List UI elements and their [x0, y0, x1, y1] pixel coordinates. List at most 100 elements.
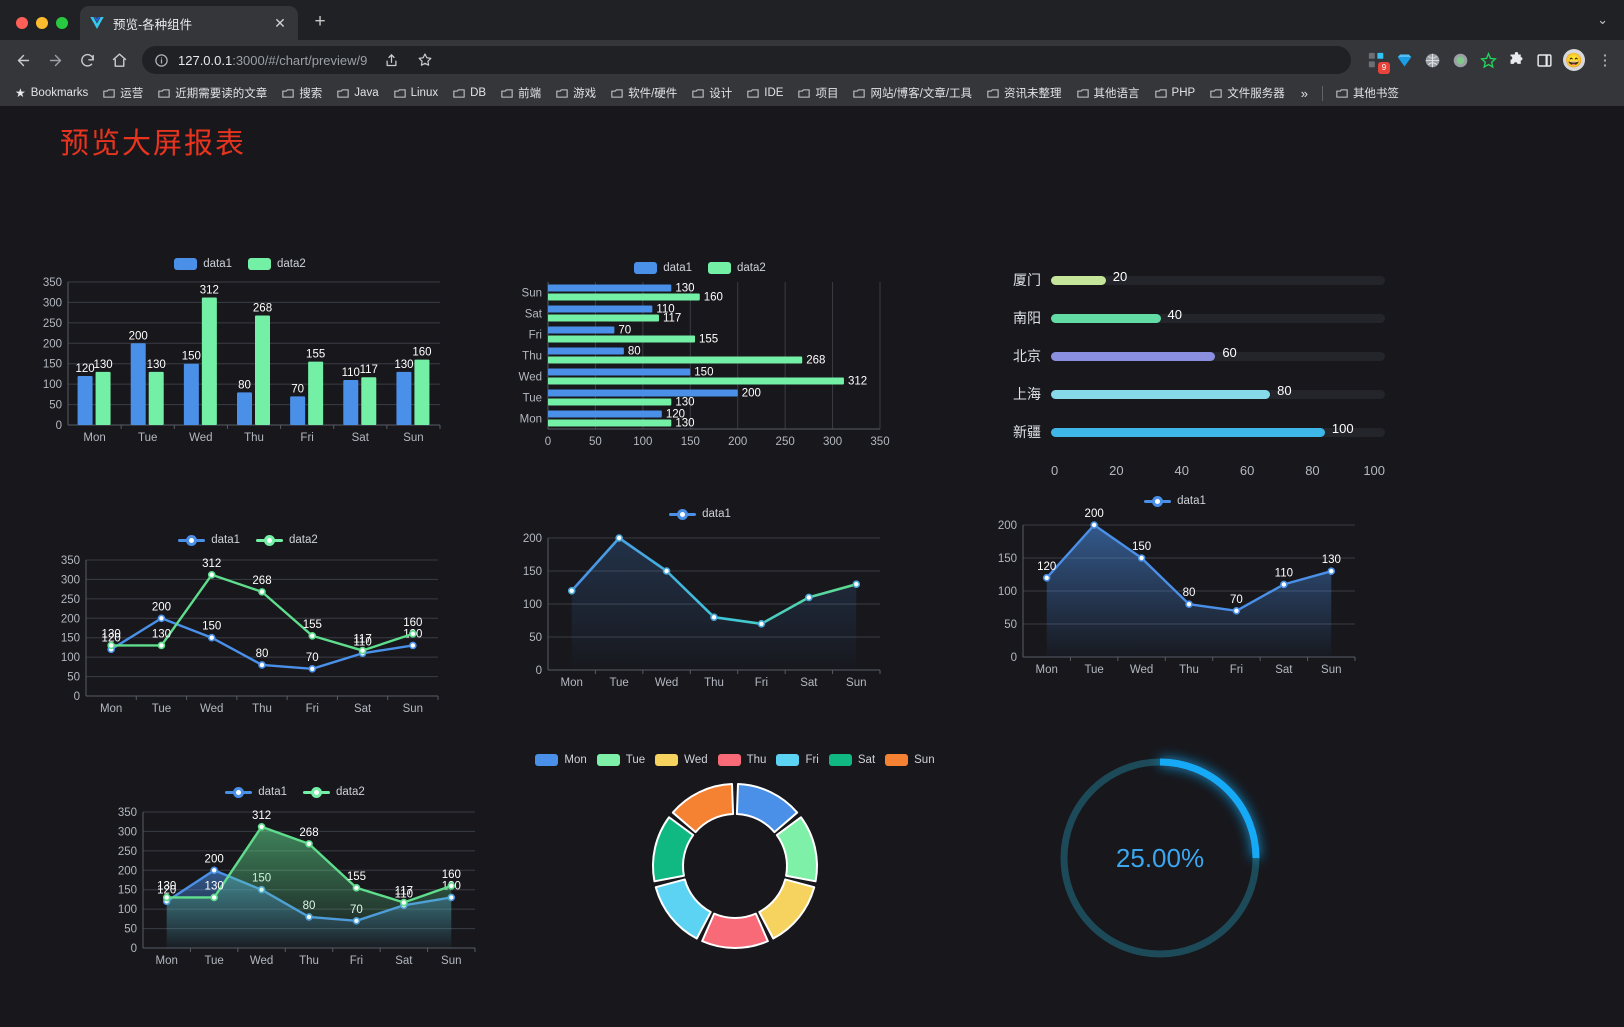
bookmark-root[interactable]: ★ Bookmarks	[9, 83, 94, 103]
chart-line-gradient[interactable]: 0 50 100 150 200 Mon Tue Wed Thu Fri Sat Sun	[500, 520, 900, 710]
circle-extension-icon[interactable]	[1451, 51, 1470, 70]
legend-item-data2[interactable]: data2	[303, 786, 365, 798]
bookmark-folder[interactable]: 搜索	[276, 82, 328, 104]
bookmark-folder[interactable]: 项目	[792, 82, 844, 104]
bookmark-folder[interactable]: Java	[331, 84, 384, 102]
svg-text:200: 200	[129, 330, 148, 342]
chevron-down-icon[interactable]: ⌄	[1597, 12, 1608, 27]
legend-label: Wed	[684, 754, 708, 766]
bookmark-other[interactable]: 其他书签	[1330, 82, 1405, 104]
bookmark-folder[interactable]: 游戏	[550, 82, 602, 104]
svg-text:80: 80	[256, 648, 269, 660]
svg-text:Fri: Fri	[755, 677, 768, 689]
svg-text:160: 160	[403, 617, 422, 629]
bookmark-folder[interactable]: 设计	[686, 82, 738, 104]
svg-text:350: 350	[61, 555, 80, 567]
legend-item-fri[interactable]: Fri	[776, 754, 819, 766]
bookmark-folder[interactable]: 运营	[97, 82, 149, 104]
svg-text:200: 200	[742, 388, 761, 400]
bookmark-folder[interactable]: 文件服务器	[1204, 82, 1291, 104]
legend-item-wed[interactable]: Wed	[655, 754, 708, 766]
avatar[interactable]: 😄	[1563, 49, 1585, 71]
svg-text:150: 150	[998, 553, 1017, 565]
puzzle-globe-extension-icon[interactable]	[1423, 51, 1442, 70]
bookmark-folder[interactable]: 资讯未整理	[981, 82, 1068, 104]
svg-text:160: 160	[704, 292, 723, 304]
reload-icon[interactable]	[72, 45, 102, 75]
side-panel-icon[interactable]	[1535, 51, 1554, 70]
bookmark-folder[interactable]: 前端	[495, 82, 547, 104]
chart-area-two-series[interactable]: 0 50 100 150 200 250 300 350 Mon Tue Wed Thu Fri Sat S…	[95, 798, 495, 988]
grid-extension-icon[interactable]: 9	[1367, 51, 1390, 74]
home-icon[interactable]	[104, 45, 134, 75]
progress-value: 20	[1112, 268, 1128, 284]
dashboard-grid: data1 data2 0 50 100 150 200 250 300 350 Mon 120 13…	[0, 106, 1624, 1027]
legend-item-thu[interactable]: Thu	[717, 754, 767, 766]
chart-line-two-series[interactable]: 0 50 100 150 200 250 300 350 Mon Tue Wed Thu Fri Sat S…	[38, 546, 458, 736]
puzzle-piece-icon[interactable]	[1507, 51, 1526, 70]
legend-swatch	[828, 754, 852, 766]
bookmark-folder[interactable]: 近期需要读的文章	[152, 82, 273, 104]
legend-item-data2[interactable]: data2	[256, 534, 318, 546]
svg-text:Sun: Sun	[441, 955, 461, 967]
donut-slice-wed	[758, 878, 816, 940]
chart-bar-vertical[interactable]: 050100150200250300350Mon120130Tue200130W…	[20, 270, 460, 460]
bookmark-folder[interactable]: 网站/博客/文章/工具	[847, 82, 978, 104]
legend-item-data1[interactable]: data1	[1144, 495, 1206, 507]
folder-icon	[692, 88, 704, 99]
bookmark-folder[interactable]: IDE	[741, 84, 789, 102]
diamond-extension-icon[interactable]	[1395, 51, 1414, 70]
bookmark-folder[interactable]: 软件/硬件	[605, 82, 683, 104]
svg-text:130: 130	[1322, 554, 1341, 566]
legend-item-data1[interactable]: data1	[178, 534, 240, 546]
forward-arrow-icon[interactable]	[40, 45, 70, 75]
donut-slice-tue	[775, 816, 818, 883]
chart-area-single[interactable]: 0 50 100 150 200 Mon Tue Wed Thu Fri Sat Sun 120 200 1…	[975, 507, 1375, 697]
legend-item-sun[interactable]: Sun	[885, 754, 935, 766]
legend-item-sat[interactable]: Sat	[828, 754, 875, 766]
new-tab-button[interactable]: +	[314, 11, 326, 32]
bookmark-folder[interactable]: 其他语言	[1071, 82, 1146, 104]
address-bar[interactable]: 127.0.0.1:3000/#/chart/preview/9	[142, 46, 1351, 74]
legend-item-data2[interactable]: data2	[248, 258, 306, 270]
close-window-button[interactable]	[16, 17, 28, 29]
legend-item-data2[interactable]: data2	[708, 262, 766, 274]
close-icon[interactable]: ✕	[274, 14, 286, 31]
bookmarks-overflow-button[interactable]: »	[1300, 85, 1308, 101]
bookmark-label: 设计	[709, 88, 733, 100]
svg-text:250: 250	[776, 436, 795, 448]
star-extension-icon[interactable]	[1479, 51, 1498, 70]
svg-text:50: 50	[67, 672, 80, 684]
svg-text:120: 120	[666, 409, 685, 421]
legend-item-tue[interactable]: Tue	[596, 754, 645, 766]
legend-item-data1[interactable]: data1	[174, 258, 232, 270]
bookmark-folder[interactable]: Linux	[388, 84, 445, 102]
legend-item-data1[interactable]: data1	[634, 262, 692, 274]
bookmark-folder[interactable]: PHP	[1149, 84, 1202, 102]
svg-text:155: 155	[347, 871, 366, 883]
legend-swatch	[174, 258, 198, 270]
legend-item-data1[interactable]: data1	[225, 786, 287, 798]
bookmark-folder[interactable]: DB	[447, 84, 492, 102]
svg-text:120: 120	[102, 632, 121, 644]
back-arrow-icon[interactable]	[8, 45, 38, 75]
svg-text:200: 200	[61, 613, 80, 625]
chart-donut[interactable]	[545, 766, 925, 981]
kebab-menu-icon[interactable]: ⋮	[1597, 52, 1613, 69]
progress-bar-list: 厦门 20 南阳 40 北京 60 上海 80 新疆 100	[995, 261, 1385, 451]
svg-text:Sat: Sat	[354, 703, 372, 715]
star-outline-icon[interactable]	[410, 45, 440, 75]
maximize-window-button[interactable]	[56, 17, 68, 29]
folder-icon	[393, 88, 406, 99]
minimize-window-button[interactable]	[36, 17, 48, 29]
legend-item-data1[interactable]: data1	[669, 508, 731, 520]
svg-text:150: 150	[43, 359, 62, 371]
legend-item-mon[interactable]: Mon	[535, 754, 587, 766]
chart-gauge[interactable]: 25.00%	[1040, 736, 1280, 986]
browser-tab[interactable]: 预览-各种组件 ✕	[80, 6, 298, 40]
share-icon[interactable]	[376, 45, 406, 75]
window-controls[interactable]	[10, 17, 80, 40]
legend-label: Thu	[746, 754, 767, 766]
info-circle-icon[interactable]	[154, 53, 169, 68]
